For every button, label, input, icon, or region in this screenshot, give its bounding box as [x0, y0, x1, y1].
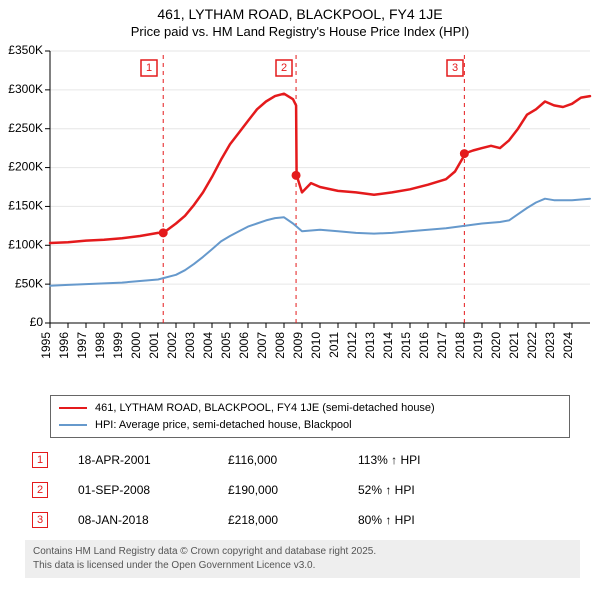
svg-text:1997: 1997: [75, 332, 89, 359]
svg-text:2005: 2005: [219, 332, 233, 359]
title-line-2: Price paid vs. HM Land Registry's House …: [0, 24, 600, 39]
svg-text:2023: 2023: [543, 332, 557, 359]
svg-text:2019: 2019: [471, 332, 485, 359]
svg-text:2000: 2000: [129, 332, 143, 359]
event-date: 18-APR-2001: [78, 453, 228, 467]
svg-text:2012: 2012: [345, 332, 359, 359]
event-hpi: 52% ↑ HPI: [358, 483, 572, 497]
svg-text:2014: 2014: [381, 332, 395, 359]
legend: 461, LYTHAM ROAD, BLACKPOOL, FY4 1JE (se…: [50, 395, 570, 438]
svg-text:2011: 2011: [327, 332, 341, 358]
svg-text:1995: 1995: [39, 332, 53, 359]
legend-swatch: [59, 407, 87, 409]
svg-text:2004: 2004: [201, 332, 215, 359]
svg-text:2020: 2020: [489, 332, 503, 359]
svg-text:2021: 2021: [507, 332, 521, 359]
svg-text:2002: 2002: [165, 332, 179, 359]
footer-line-1: Contains HM Land Registry data © Crown c…: [33, 545, 572, 559]
legend-label: HPI: Average price, semi-detached house,…: [95, 417, 352, 434]
svg-text:2008: 2008: [273, 332, 287, 359]
event-marker-box: 3: [32, 512, 48, 528]
event-price: £116,000: [228, 453, 358, 467]
legend-item: 461, LYTHAM ROAD, BLACKPOOL, FY4 1JE (se…: [59, 400, 561, 417]
svg-text:1998: 1998: [93, 332, 107, 359]
svg-text:1999: 1999: [111, 332, 125, 359]
svg-text:2015: 2015: [399, 332, 413, 359]
svg-text:1996: 1996: [57, 332, 71, 359]
svg-text:£150K: £150K: [8, 199, 43, 213]
footer-line-2: This data is licensed under the Open Gov…: [33, 559, 572, 573]
svg-text:2001: 2001: [147, 332, 161, 359]
event-hpi: 80% ↑ HPI: [358, 513, 572, 527]
svg-text:2010: 2010: [309, 332, 323, 359]
event-price: £218,000: [228, 513, 358, 527]
event-date: 08-JAN-2018: [78, 513, 228, 527]
attribution-footer: Contains HM Land Registry data © Crown c…: [25, 540, 580, 578]
svg-text:2: 2: [281, 62, 287, 74]
legend-label: 461, LYTHAM ROAD, BLACKPOOL, FY4 1JE (se…: [95, 400, 435, 417]
event-marker-box: 1: [32, 452, 48, 468]
svg-text:£100K: £100K: [8, 237, 43, 251]
event-date: 01-SEP-2008: [78, 483, 228, 497]
table-row: 2 01-SEP-2008 £190,000 52% ↑ HPI: [32, 475, 572, 505]
svg-text:2003: 2003: [183, 332, 197, 359]
svg-text:£0: £0: [30, 315, 44, 329]
chart-container: £0 £50K £100K £150K £200K £250K £300K £350K 1995…: [0, 43, 600, 383]
chart-title-block: 461, LYTHAM ROAD, BLACKPOOL, FY4 1JE Pri…: [0, 0, 600, 43]
svg-text:2013: 2013: [363, 332, 377, 359]
svg-text:2024: 2024: [561, 332, 575, 359]
event-marker-box: 2: [32, 482, 48, 498]
svg-text:2007: 2007: [255, 332, 269, 359]
svg-text:£200K: £200K: [8, 160, 43, 174]
svg-text:£300K: £300K: [8, 82, 43, 96]
svg-text:2009: 2009: [291, 332, 305, 359]
svg-text:£250K: £250K: [8, 121, 43, 135]
svg-text:2022: 2022: [525, 332, 539, 359]
legend-item: HPI: Average price, semi-detached house,…: [59, 417, 561, 434]
svg-text:£350K: £350K: [8, 43, 43, 57]
svg-text:2006: 2006: [237, 332, 251, 359]
title-line-1: 461, LYTHAM ROAD, BLACKPOOL, FY4 1JE: [0, 6, 600, 22]
svg-text:2016: 2016: [417, 332, 431, 359]
svg-text:1: 1: [146, 62, 152, 74]
table-row: 3 08-JAN-2018 £218,000 80% ↑ HPI: [32, 505, 572, 535]
event-price: £190,000: [228, 483, 358, 497]
svg-text:2017: 2017: [435, 332, 449, 359]
events-table: 1 18-APR-2001 £116,000 113% ↑ HPI 2 01-S…: [32, 445, 572, 535]
svg-text:2018: 2018: [453, 332, 467, 359]
table-row: 1 18-APR-2001 £116,000 113% ↑ HPI: [32, 445, 572, 475]
svg-text:3: 3: [452, 62, 458, 74]
svg-text:£50K: £50K: [15, 276, 43, 290]
event-hpi: 113% ↑ HPI: [358, 453, 572, 467]
line-chart: £0 £50K £100K £150K £200K £250K £300K £350K 1995…: [0, 43, 600, 383]
legend-swatch: [59, 424, 87, 426]
